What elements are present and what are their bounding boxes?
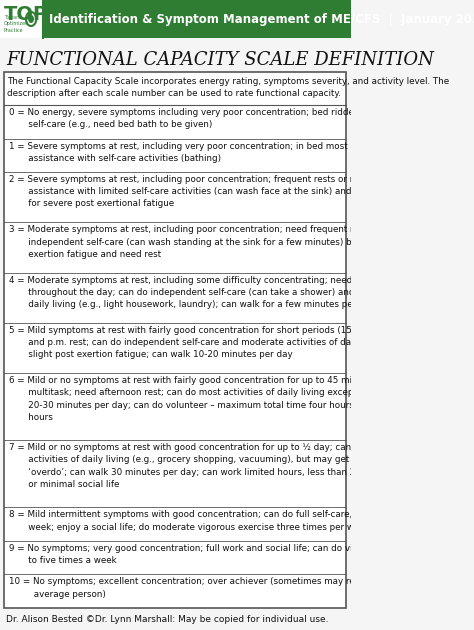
Text: 5 = Mild symptoms at rest with fairly good concentration for short periods (15 m: 5 = Mild symptoms at rest with fairly go… <box>9 326 443 359</box>
Text: FUNCTIONAL CAPACITY SCALE DEFINITION: FUNCTIONAL CAPACITY SCALE DEFINITION <box>6 51 434 69</box>
Text: 10 = No symptoms; excellent concentration; over achiever (sometimes may require : 10 = No symptoms; excellent concentratio… <box>9 578 446 598</box>
FancyBboxPatch shape <box>0 0 351 38</box>
FancyBboxPatch shape <box>0 0 43 38</box>
Text: Toward
Optimized
Practice: Toward Optimized Practice <box>4 15 29 33</box>
Text: TOP: TOP <box>4 6 48 25</box>
Text: The Functional Capacity Scale incorporates energy rating, symptoms severity, and: The Functional Capacity Scale incorporat… <box>8 77 449 98</box>
Text: 7 = Mild or no symptoms at rest with good concentration for up to ½ day; can do : 7 = Mild or no symptoms at rest with goo… <box>9 444 451 489</box>
FancyBboxPatch shape <box>4 72 346 608</box>
Text: 0 = No energy, severe symptoms including very poor concentration; bed ridden all: 0 = No energy, severe symptoms including… <box>9 108 441 129</box>
Text: 3 = Moderate symptoms at rest, including poor concentration; need frequent rests: 3 = Moderate symptoms at rest, including… <box>9 226 442 259</box>
Text: 8 = Mild intermittent symptoms with good concentration; can do full self-care, w: 8 = Mild intermittent symptoms with good… <box>9 510 434 532</box>
Text: 4 = Moderate symptoms at rest, including some difficulty concentrating; need fre: 4 = Moderate symptoms at rest, including… <box>9 276 441 309</box>
Text: 9 = No symptoms; very good concentration; full work and social life; can do vigo: 9 = No symptoms; very good concentration… <box>9 544 447 565</box>
Text: 6 = Mild or no symptoms at rest with fairly good concentration for up to 45 minu: 6 = Mild or no symptoms at rest with fai… <box>9 376 456 421</box>
Text: Dr. Alison Bested ©Dr. Lynn Marshall: May be copied for individual use.: Dr. Alison Bested ©Dr. Lynn Marshall: Ma… <box>6 614 328 624</box>
Text: 2 = Severe symptoms at rest, including poor concentration; frequent rests or nap: 2 = Severe symptoms at rest, including p… <box>9 175 445 209</box>
Text: Identification & Symptom Management of ME/CFS  |  January 2016: Identification & Symptom Management of M… <box>49 13 474 25</box>
Circle shape <box>28 15 34 23</box>
Text: 1 = Severe symptoms at rest, including very poor concentration; in bed most of t: 1 = Severe symptoms at rest, including v… <box>9 142 422 163</box>
